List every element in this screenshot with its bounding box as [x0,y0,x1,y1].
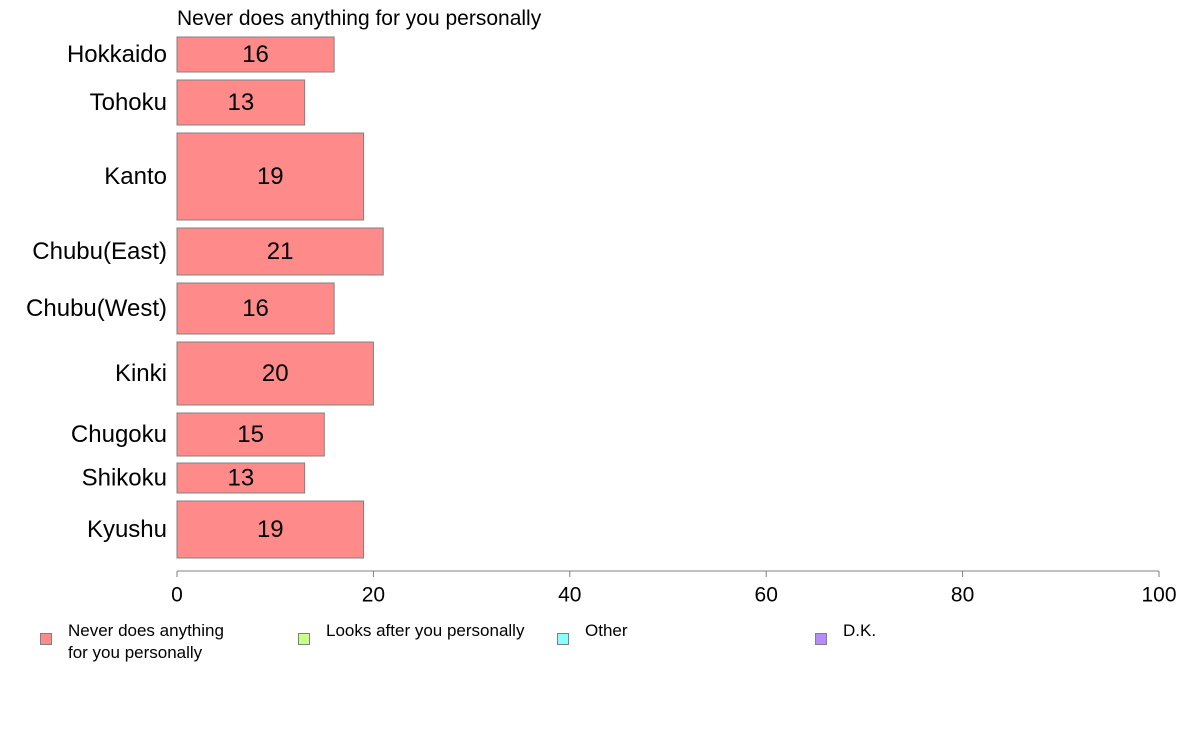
legend-item-never-does: Never does anything for you personally [40,620,224,664]
data-label-chubu-east: 21 [267,238,294,265]
x-tick-label-80: 80 [951,584,974,607]
category-label-chubu-west: Chubu(West) [26,295,167,322]
legend-label-other: Other [585,621,628,640]
x-tick-label-100: 100 [1141,584,1176,607]
x-tick-label-60: 60 [755,584,778,607]
x-tick-label-20: 20 [362,584,385,607]
bar-kanto [176,132,365,221]
legend-label-dk: D.K. [843,621,877,640]
data-label-kyushu: 19 [257,516,284,543]
bar-hokkaido [176,36,335,73]
data-label-shikoku: 13 [227,465,254,492]
legend-swatch-other [557,633,569,645]
legend-item-looks-after: Looks after you personally [298,620,524,645]
data-label-hokkaido: 16 [242,41,269,68]
legend-item-dk: D.K. [815,620,876,645]
data-label-chubu-west: 16 [242,295,269,322]
bar-chugoku [176,412,325,457]
category-label-hokkaido: Hokkaido [67,41,167,68]
bar-chubu-east [176,227,384,276]
category-label-shikoku: Shikoku [82,465,167,492]
bar-kyushu [176,500,365,559]
bar-shikoku [176,462,306,494]
legend-swatch-never-does [40,633,52,645]
data-label-kanto: 19 [257,163,284,190]
legend-swatch-looks-after [298,633,310,645]
category-label-tohoku: Tohoku [90,89,167,116]
category-label-chubu-east: Chubu(East) [32,238,167,265]
legend-item-other: Other [557,620,628,645]
legend-label-looks-after: Looks after you personally [326,621,525,640]
legend-label-never-does: Never does anything for you personally [68,621,224,662]
category-label-kinki: Kinki [115,360,167,387]
bar-kinki [176,341,374,406]
chart-title: Never does anything for you personally [177,7,542,30]
x-tick-label-0: 0 [171,584,183,607]
data-label-chugoku: 15 [237,421,264,448]
data-label-tohoku: 13 [227,89,254,116]
category-label-kanto: Kanto [104,163,167,190]
category-label-kyushu: Kyushu [87,516,167,543]
category-label-chugoku: Chugoku [71,421,167,448]
data-label-kinki: 20 [262,360,289,387]
bar-tohoku [176,79,306,126]
legend: Never does anything for you personally L… [40,620,1140,670]
x-tick-label-40: 40 [558,584,581,607]
legend-swatch-dk [815,633,827,645]
bar-chubu-west [176,282,335,335]
